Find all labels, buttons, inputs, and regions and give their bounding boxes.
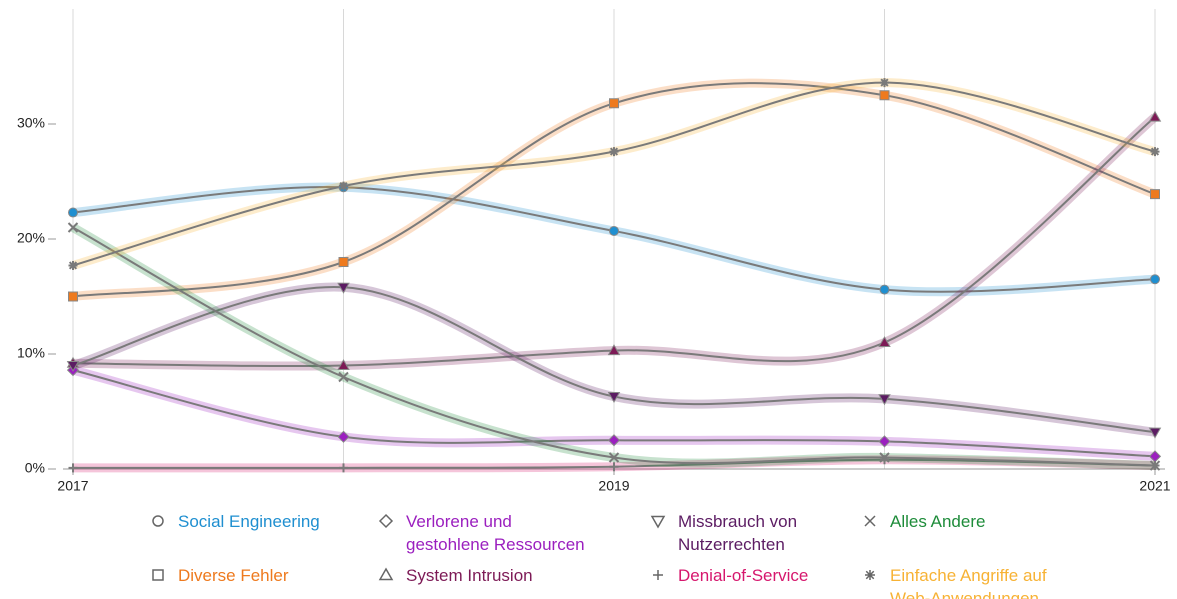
legend-symbol (865, 570, 875, 580)
marker (67, 207, 79, 218)
legend-symbol (653, 570, 663, 580)
legend-marker (378, 567, 394, 581)
legend-symbol (152, 569, 164, 581)
marker (1149, 460, 1161, 471)
marker (67, 222, 79, 233)
legend-item: Einfache Angriffe auf Web-Anwendungen (862, 564, 1092, 599)
legend-symbol (378, 513, 394, 529)
marker (1149, 274, 1161, 285)
marker (337, 430, 350, 443)
legend-marker (650, 515, 666, 529)
x-tick-label: 2021 (1139, 478, 1170, 494)
marker (1150, 189, 1160, 200)
marker (608, 225, 620, 236)
legend-label: System Intrusion (406, 566, 533, 585)
marker (607, 392, 621, 403)
marker (878, 435, 891, 448)
marker (878, 336, 891, 348)
legend-symbol (378, 567, 394, 581)
marker (1150, 147, 1160, 157)
y-tick-label: 10% (17, 345, 45, 361)
legend-label: Einfache Angriffe auf Web-Anwendungen (890, 566, 1047, 599)
legend-marker (653, 570, 663, 580)
legend-item: System Intrusion (378, 564, 650, 599)
marker (609, 462, 619, 472)
legend-label: Alles Andere (890, 512, 986, 531)
y-tick-label: 30% (17, 115, 45, 131)
marker (609, 147, 619, 157)
marker (337, 359, 350, 371)
legend-label: Diverse Fehler (178, 566, 289, 585)
legend-item: Verlorene und gestohlene Ressourcen (378, 510, 650, 556)
legend-item: Social Engineering (150, 510, 378, 556)
marker (879, 284, 890, 295)
legend-marker (378, 513, 394, 529)
marker (338, 371, 349, 383)
x-tick-label: 2019 (598, 478, 629, 494)
legend-item: Diverse Fehler (150, 564, 378, 599)
legend-marker (152, 515, 164, 527)
legend-symbol (650, 515, 666, 529)
marker (609, 98, 619, 109)
marker (1148, 427, 1162, 439)
marker (879, 90, 890, 101)
legend-marker (864, 515, 876, 527)
legend-label: Verlorene und gestohlene Ressourcen (406, 512, 585, 554)
legend-item: Alles Andere (862, 510, 1092, 556)
legend: Social Engineering Diverse Fehler Verloren… (150, 510, 1092, 599)
legend-label: Missbrauch von Nutzerrechten (678, 512, 798, 554)
marker (879, 452, 890, 463)
marker (339, 463, 348, 473)
legend-label: Social Engineering (178, 512, 320, 531)
legend-label: Denial-of-Service (678, 566, 809, 585)
legend-marker (152, 569, 164, 581)
marker (339, 181, 348, 191)
y-tick-label: 20% (17, 230, 45, 246)
marker (68, 291, 78, 302)
legend-symbol (152, 515, 164, 527)
marker (338, 257, 349, 267)
marker (68, 463, 78, 473)
marker (1148, 110, 1162, 122)
y-tick-label: 0% (25, 460, 45, 476)
marker (608, 452, 620, 463)
marker (878, 394, 891, 406)
marker (607, 344, 621, 356)
legend-symbol (864, 515, 876, 527)
marker (337, 282, 350, 294)
legend-marker (865, 570, 875, 580)
x-tick-label: 2017 (57, 478, 88, 494)
chart: 0% 10% 20% 30% 2017 2019 2021 (17, 9, 1171, 494)
marker (66, 360, 80, 372)
marker (880, 78, 889, 88)
legend-item: Missbrauch von Nutzerrechten (650, 510, 862, 556)
marker (68, 260, 78, 270)
marker (607, 434, 621, 447)
legend-item: Denial-of-Service (650, 564, 862, 599)
